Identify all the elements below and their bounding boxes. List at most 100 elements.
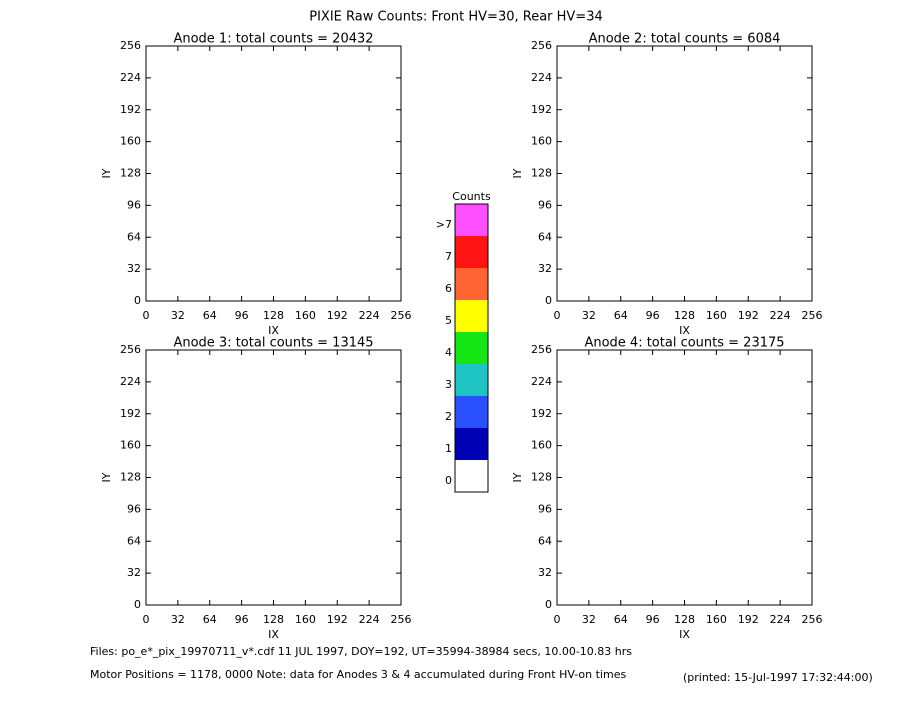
- y-tick-label: 64: [127, 534, 141, 547]
- y-tick-label: 128: [120, 167, 141, 180]
- plot-title: Anode 3: total counts = 13145: [173, 336, 373, 351]
- colorbar-label: 5: [445, 314, 452, 327]
- x-tick-label: 160: [295, 613, 316, 626]
- x-tick-label: 64: [614, 309, 628, 322]
- y-tick-label: 32: [127, 262, 141, 275]
- y-tick-label: 64: [127, 230, 141, 243]
- x-axis-label: IX: [679, 628, 690, 641]
- x-tick-label: 128: [263, 309, 284, 322]
- y-axis-label: IY: [511, 472, 524, 482]
- x-tick-label: 0: [554, 309, 561, 322]
- y-axis-label: IY: [100, 168, 113, 178]
- colorbar-label: 6: [445, 282, 452, 295]
- y-tick-label: 96: [127, 198, 141, 211]
- colorbar-cell: [455, 236, 488, 268]
- y-tick-label: 0: [545, 294, 552, 307]
- x-tick-label: 192: [327, 613, 348, 626]
- x-tick-label: 192: [738, 613, 759, 626]
- y-tick-label: 192: [120, 407, 141, 420]
- colorbar-cell: [455, 364, 488, 396]
- x-tick-label: 96: [235, 309, 249, 322]
- y-tick-label: 0: [134, 598, 141, 611]
- y-tick-label: 256: [531, 343, 552, 356]
- colorbar-cell: [455, 204, 488, 236]
- y-tick-label: 32: [127, 566, 141, 579]
- x-tick-label: 160: [295, 309, 316, 322]
- x-tick-label: 96: [646, 309, 660, 322]
- x-tick-label: 0: [554, 613, 561, 626]
- y-tick-label: 224: [531, 375, 552, 388]
- x-tick-label: 96: [235, 613, 249, 626]
- y-tick-label: 96: [538, 198, 552, 211]
- colorbar-cell: [455, 428, 488, 460]
- colorbar-cell: [455, 268, 488, 300]
- colorbar-label: 7: [445, 250, 452, 263]
- x-tick-label: 224: [359, 613, 380, 626]
- x-tick-label: 256: [802, 309, 823, 322]
- y-axis-label: IY: [100, 472, 113, 482]
- y-tick-label: 96: [538, 502, 552, 515]
- colorbar-label: >7: [436, 218, 452, 231]
- plot-title: Anode 2: total counts = 6084: [589, 32, 781, 47]
- x-tick-label: 128: [674, 309, 695, 322]
- colorbar-title: Counts: [452, 190, 491, 203]
- y-tick-label: 192: [120, 103, 141, 116]
- colorbar-label: 0: [445, 474, 452, 487]
- y-tick-label: 224: [531, 71, 552, 84]
- x-axis-label: IX: [268, 324, 279, 337]
- colorbar-label: 1: [445, 442, 452, 455]
- x-tick-label: 224: [770, 309, 791, 322]
- x-tick-label: 224: [359, 309, 380, 322]
- x-tick-label: 96: [646, 613, 660, 626]
- y-tick-label: 256: [120, 343, 141, 356]
- x-tick-label: 64: [203, 309, 217, 322]
- colorbar-cell: [455, 396, 488, 428]
- y-tick-label: 128: [120, 471, 141, 484]
- y-axis-label: IY: [511, 168, 524, 178]
- x-tick-label: 128: [674, 613, 695, 626]
- x-tick-label: 64: [203, 613, 217, 626]
- colorbar-frame: [454, 203, 489, 493]
- plot-frame: [556, 45, 813, 302]
- x-tick-label: 192: [327, 309, 348, 322]
- y-tick-label: 160: [120, 439, 141, 452]
- x-tick-label: 0: [143, 309, 150, 322]
- y-tick-label: 0: [545, 598, 552, 611]
- colorbar-label: 2: [445, 410, 452, 423]
- plot-frame: [145, 45, 402, 302]
- plot-title: Anode 1: total counts = 20432: [173, 32, 373, 47]
- x-axis-label: IX: [268, 628, 279, 641]
- plot-title: Anode 4: total counts = 23175: [584, 336, 784, 351]
- y-tick-label: 64: [538, 534, 552, 547]
- y-tick-label: 256: [531, 39, 552, 52]
- colorbar-cell: [455, 460, 488, 492]
- y-tick-label: 224: [120, 375, 141, 388]
- x-tick-label: 160: [706, 309, 727, 322]
- y-tick-label: 128: [531, 167, 552, 180]
- y-tick-label: 64: [538, 230, 552, 243]
- colorbar-label: 4: [445, 346, 452, 359]
- y-tick-label: 256: [120, 39, 141, 52]
- x-tick-label: 160: [706, 613, 727, 626]
- y-tick-label: 96: [127, 502, 141, 515]
- x-tick-label: 32: [171, 613, 185, 626]
- footer-files: Files: po_e*_pix_19970711_v*.cdf 11 JUL …: [90, 645, 632, 658]
- y-tick-label: 32: [538, 566, 552, 579]
- colorbar-label: 3: [445, 378, 452, 391]
- y-tick-label: 160: [531, 135, 552, 148]
- x-tick-label: 32: [171, 309, 185, 322]
- x-tick-label: 192: [738, 309, 759, 322]
- x-tick-label: 64: [614, 613, 628, 626]
- figure-title: PIXIE Raw Counts: Front HV=30, Rear HV=3…: [309, 10, 603, 25]
- x-tick-label: 256: [802, 613, 823, 626]
- colorbar-cell: [455, 300, 488, 332]
- y-tick-label: 32: [538, 262, 552, 275]
- y-tick-label: 128: [531, 471, 552, 484]
- x-tick-label: 256: [391, 309, 412, 322]
- x-tick-label: 32: [582, 613, 596, 626]
- x-axis-label: IX: [679, 324, 690, 337]
- y-tick-label: 160: [120, 135, 141, 148]
- x-tick-label: 224: [770, 613, 791, 626]
